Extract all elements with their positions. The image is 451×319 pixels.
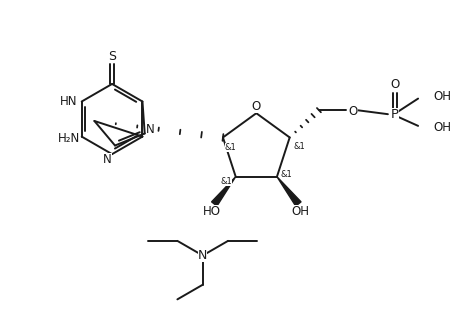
- Text: OH: OH: [433, 90, 451, 103]
- Text: OH: OH: [291, 205, 308, 218]
- Text: O: O: [389, 78, 398, 92]
- Text: O: O: [348, 105, 357, 118]
- Text: P: P: [390, 108, 398, 121]
- Text: &1: &1: [225, 143, 236, 152]
- Text: HN: HN: [60, 95, 78, 108]
- Text: N: N: [103, 152, 112, 166]
- Text: N: N: [198, 249, 207, 262]
- Text: HO: HO: [203, 205, 221, 218]
- Text: N: N: [145, 123, 154, 136]
- Text: OH: OH: [433, 121, 451, 134]
- Text: &1: &1: [220, 177, 231, 186]
- Polygon shape: [276, 177, 300, 206]
- Text: &1: &1: [280, 170, 292, 179]
- Text: &1: &1: [293, 142, 305, 151]
- Text: S: S: [108, 50, 116, 63]
- Polygon shape: [211, 177, 235, 206]
- Text: H₂N: H₂N: [57, 132, 79, 145]
- Text: O: O: [251, 100, 260, 113]
